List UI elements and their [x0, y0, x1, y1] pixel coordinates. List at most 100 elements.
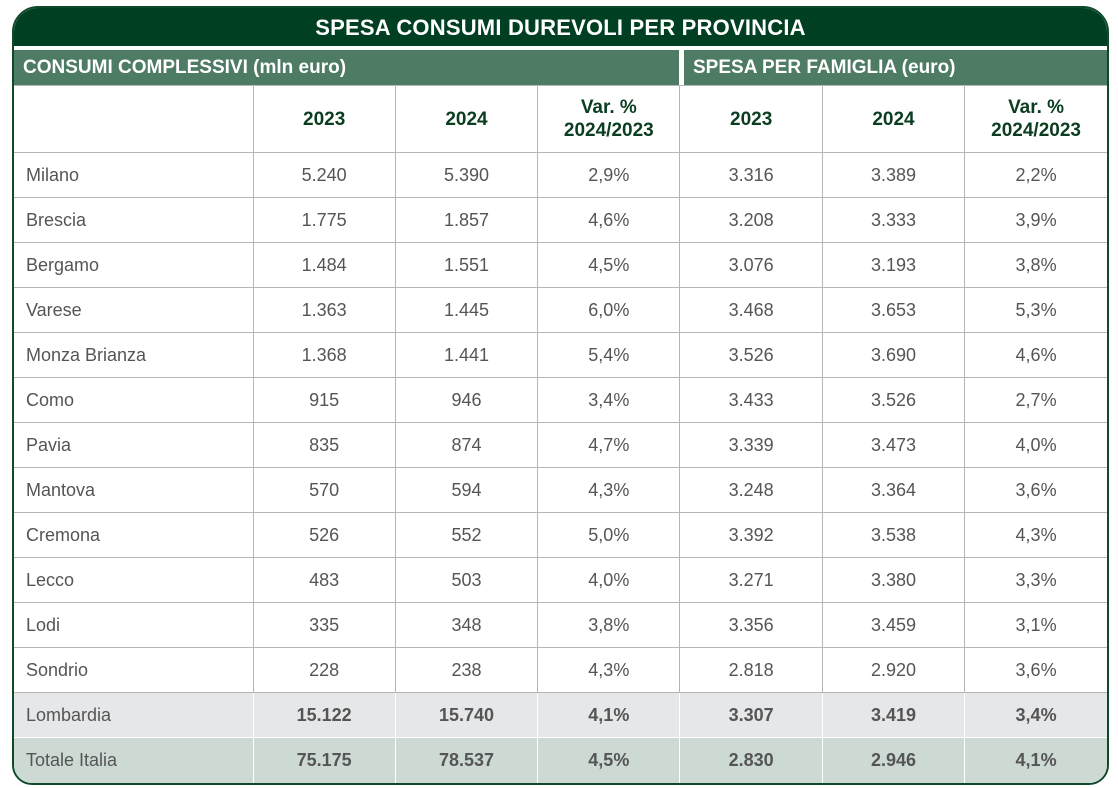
table-cell: 2.920	[821, 647, 966, 693]
table-cell: 946	[394, 377, 539, 423]
table-cell: 1.368	[252, 332, 396, 378]
table-cell: 4,0%	[537, 557, 681, 603]
table-cell: 3,8%	[964, 242, 1107, 288]
table-cell: 3.392	[679, 512, 823, 558]
province-name: Pavia	[14, 422, 254, 468]
table-cell: 3.690	[821, 332, 966, 378]
province-name: Sondrio	[14, 647, 254, 693]
table-row: Brescia 1.775 1.857 4,6% 3.208 3.333 3,9%	[14, 197, 1107, 243]
table-cell: 483	[252, 557, 396, 603]
table-cell: 2.830	[679, 737, 823, 783]
table-cell: 4,1%	[964, 737, 1107, 783]
table-cell: 3.468	[679, 287, 823, 333]
column-header	[14, 85, 254, 153]
table-title: SPESA CONSUMI DUREVOLI PER PROVINCIA	[14, 8, 1107, 46]
table-cell: 874	[394, 422, 539, 468]
group-header: CONSUMI COMPLESSIVI (mln euro) SPESA PER…	[14, 50, 1107, 85]
column-header: 2024	[821, 85, 966, 153]
province-name: Mantova	[14, 467, 254, 513]
table-cell: 5,3%	[964, 287, 1107, 333]
table-cell: 3.538	[821, 512, 966, 558]
table-cell: 570	[252, 467, 396, 513]
table-cell: 3.339	[679, 422, 823, 468]
table-cell: 2.818	[679, 647, 823, 693]
table-cell: 3.419	[821, 692, 966, 738]
table-cell: 3.193	[821, 242, 966, 288]
table-cell: 2,2%	[964, 152, 1107, 198]
table-cell: 4,3%	[537, 467, 681, 513]
table-cell: 238	[394, 647, 539, 693]
table-cell: 5,0%	[537, 512, 681, 558]
table-cell: 3.459	[821, 602, 966, 648]
province-name: Lecco	[14, 557, 254, 603]
table-cell: 15.740	[394, 692, 539, 738]
table-cell: 3.248	[679, 467, 823, 513]
province-name: Milano	[14, 152, 254, 198]
table-cell: 3.653	[821, 287, 966, 333]
column-header: 2023	[679, 85, 823, 153]
table-cell: 835	[252, 422, 396, 468]
table-cell: 3,4%	[964, 692, 1107, 738]
group-consumi-complessivi: CONSUMI COMPLESSIVI (mln euro)	[14, 50, 679, 85]
table-cell: 335	[252, 602, 396, 648]
table-cell: 552	[394, 512, 539, 558]
table-cell: 5,4%	[537, 332, 681, 378]
header-row: 2023 2024 Var. % 2024/2023 2023 2024 Var. % 2…	[14, 85, 1107, 153]
table-cell: 3.364	[821, 467, 966, 513]
table-cell: 228	[252, 647, 396, 693]
table-cell: 3.307	[679, 692, 823, 738]
table-cell: 1.551	[394, 242, 539, 288]
table-cell: 3.380	[821, 557, 966, 603]
table-cell: 3.208	[679, 197, 823, 243]
table-row: Monza Brianza 1.368 1.441 5,4% 3.526 3.690 4,6…	[14, 332, 1107, 378]
table-cell: 1.363	[252, 287, 396, 333]
province-name: Lombardia	[14, 692, 254, 738]
table-cell: 3,8%	[537, 602, 681, 648]
table-cell: 1.857	[394, 197, 539, 243]
table-cell: 3.076	[679, 242, 823, 288]
province-name: Brescia	[14, 197, 254, 243]
table-cell: 4,0%	[964, 422, 1107, 468]
table-row: Como 915 946 3,4% 3.433 3.526 2,7%	[14, 377, 1107, 423]
table-row: Milano 5.240 5.390 2,9% 3.316 3.389 2,2%	[14, 152, 1107, 198]
province-name: Lodi	[14, 602, 254, 648]
table-cell: 1.441	[394, 332, 539, 378]
table-card: SPESA CONSUMI DUREVOLI PER PROVINCIA CON…	[12, 6, 1109, 785]
table-cell: 3.333	[821, 197, 966, 243]
table-cell: 4,3%	[964, 512, 1107, 558]
table-cell: 6,0%	[537, 287, 681, 333]
table-cell: 3.389	[821, 152, 966, 198]
table-cell: 3,6%	[964, 467, 1107, 513]
table-cell: 4,1%	[537, 692, 681, 738]
column-header: Var. % 2024/2023	[537, 85, 681, 153]
table-cell: 915	[252, 377, 396, 423]
table-cell: 75.175	[252, 737, 396, 783]
province-name: Totale Italia	[14, 737, 254, 783]
column-header: Var. % 2024/2023	[964, 85, 1107, 153]
table-cell: 3,9%	[964, 197, 1107, 243]
column-header: 2023	[252, 85, 396, 153]
table-cell: 1.775	[252, 197, 396, 243]
table-cell: 1.484	[252, 242, 396, 288]
table-row: Mantova 570 594 4,3% 3.248 3.364 3,6%	[14, 467, 1107, 513]
table-cell: 2,7%	[964, 377, 1107, 423]
table-cell: 4,7%	[537, 422, 681, 468]
row-lombardia: Lombardia 15.122 15.740 4,1% 3.307 3.419 3,4%	[14, 692, 1107, 738]
province-name: Como	[14, 377, 254, 423]
table-cell: 5.390	[394, 152, 539, 198]
table-cell: 3.316	[679, 152, 823, 198]
table-cell: 3,3%	[964, 557, 1107, 603]
table-row: Lodi 335 348 3,8% 3.356 3.459 3,1%	[14, 602, 1107, 648]
table-row: Cremona 526 552 5,0% 3.392 3.538 4,3%	[14, 512, 1107, 558]
table-cell: 348	[394, 602, 539, 648]
table-row: Lecco 483 503 4,0% 3.271 3.380 3,3%	[14, 557, 1107, 603]
table-cell: 3.526	[679, 332, 823, 378]
table-cell: 594	[394, 467, 539, 513]
table-cell: 2.946	[821, 737, 966, 783]
table-cell: 3,4%	[537, 377, 681, 423]
table-cell: 3.433	[679, 377, 823, 423]
table-row: Bergamo 1.484 1.551 4,5% 3.076 3.193 3,8%	[14, 242, 1107, 288]
table-cell: 4,5%	[537, 737, 681, 783]
table-cell: 1.445	[394, 287, 539, 333]
province-name: Bergamo	[14, 242, 254, 288]
